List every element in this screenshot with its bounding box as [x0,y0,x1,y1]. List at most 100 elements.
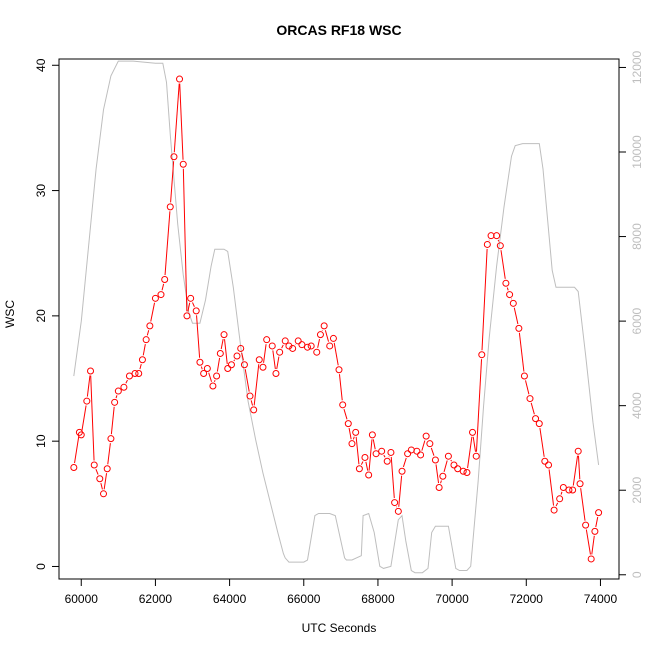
series-0-segment [398,475,403,507]
series-0-segment [173,83,180,153]
series-0-point [431,456,439,464]
series-0-segment [360,461,364,465]
series-0-segment [481,248,488,351]
series-0-point [426,440,434,448]
series-0-point [303,343,311,351]
series-0-point [439,472,447,480]
series-0-point [355,465,363,473]
series-0-segment [430,447,435,456]
x-axis-label: UTC Seconds [302,621,377,635]
series-0-point [83,397,91,405]
series-0-segment [402,457,407,468]
series-0-segment [90,375,95,461]
series-0-point [550,506,558,514]
series-0-segment [110,406,115,435]
series-0-point [591,527,599,535]
series-0-segment [530,402,535,415]
series-0-point [444,452,452,460]
series-0-point [435,484,443,492]
series-0-segment [103,473,108,490]
series-0-point [255,356,263,364]
y2-axis: 0 2000 4000 6000 8000 10000 12000 [619,50,644,578]
series-0-point [259,363,267,371]
series-0-point [294,337,302,345]
series-0-point [131,370,139,378]
x-tick-label: 60000 [65,592,99,606]
series-0-point [394,507,402,515]
series-0-point [326,342,334,350]
series-0-point [459,467,467,475]
series-0-point [483,240,491,248]
series-1-line [73,60,600,574]
series-0-point [233,352,241,360]
series-0-point [348,440,356,448]
series-0-segment [146,330,150,336]
series-0-point [335,366,343,374]
series-0-segment [467,436,473,469]
y2-tick-label: 2000 [630,477,644,504]
series-0-segment [343,409,348,420]
y-tick-label: 20 [34,309,48,323]
y2-tick-label: 0 [630,571,644,578]
series-0-segment [150,302,156,322]
series-0-point [383,457,391,465]
series-0-point [196,358,204,366]
series-0-segment [324,330,330,342]
series-0-segment [472,436,477,452]
y2-tick-label: 10000 [630,135,644,169]
series-0-segment [443,460,448,473]
series-0-segment [216,357,221,372]
series-0-point [413,447,421,455]
series-0-segment [115,395,118,399]
series-0-segment [125,379,128,384]
series-0-point [250,406,258,414]
series-0-point [463,468,471,476]
series-0-point [100,490,108,498]
series-0-point [237,344,245,352]
x-tick-label: 74000 [584,592,618,606]
series-0-segment [233,359,236,362]
series-0-segment [577,455,581,480]
series-0-point [90,461,98,469]
series-0-point [209,382,217,390]
left-series-layer [70,75,603,563]
series-0-point [595,509,603,517]
series-0-point [276,348,284,356]
y-axis: 0 10 20 30 40 [34,58,60,570]
y2-tick-label: 8000 [630,223,644,250]
series-0-segment [580,488,586,521]
series-0-segment [390,456,395,499]
series-0-point [77,431,85,439]
series-0-segment [555,502,559,507]
series-0-point [496,242,504,250]
series-0-point [114,387,122,395]
y2-tick-label: 6000 [630,307,644,334]
series-0-point [200,370,208,378]
series-0-point [509,299,517,307]
series-0-segment [142,344,146,356]
series-0-point [263,336,271,344]
series-0-segment [179,83,184,160]
right-series-layer [73,60,600,574]
series-0-point [493,232,501,240]
series-0-point [246,392,254,400]
series-0-point [520,372,528,380]
series-0-segment [244,369,250,392]
series-0-segment [208,372,213,382]
series-0-segment [513,307,519,325]
series-0-point [70,463,78,471]
series-0-point [404,450,412,458]
series-0-segment [475,359,483,452]
series-0-point [535,420,543,428]
series-0-point [515,324,523,332]
series-0-segment [525,380,530,395]
series-0-segment [161,283,165,291]
series-0-point [138,356,146,364]
series-0-point [176,75,184,83]
series-0-point [398,467,406,475]
series-0-point [368,431,376,439]
series-0-point [240,361,248,369]
series-0-segment [182,168,188,312]
series-0-point [107,435,115,443]
